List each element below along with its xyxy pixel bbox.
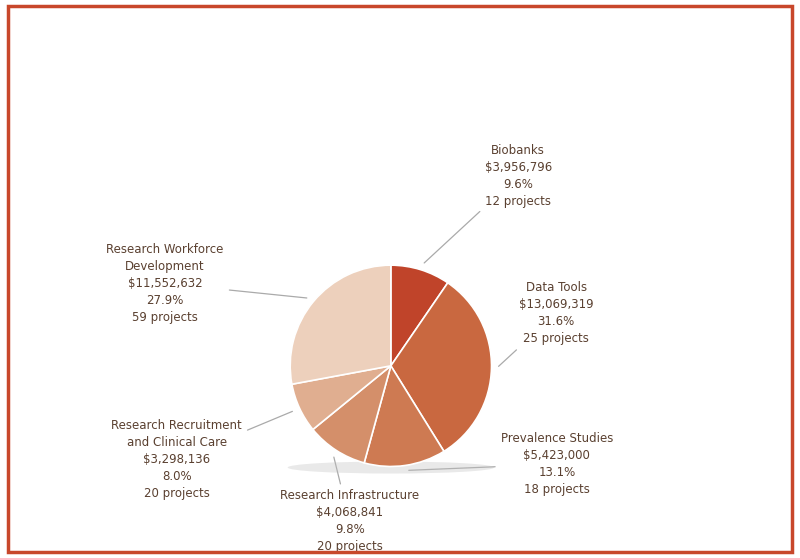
Text: Data Tools
$13,069,319
31.6%
25 projects: Data Tools $13,069,319 31.6% 25 projects (498, 281, 594, 367)
Ellipse shape (288, 461, 494, 474)
Text: Research Recruitment
and Clinical Care
$3,298,136
8.0%
20 projects: Research Recruitment and Clinical Care $… (111, 411, 293, 500)
Wedge shape (290, 265, 391, 384)
Wedge shape (364, 366, 444, 466)
Text: Biobanks
$3,956,796
9.6%
12 projects: Biobanks $3,956,796 9.6% 12 projects (424, 144, 552, 263)
Wedge shape (391, 283, 491, 451)
Wedge shape (391, 265, 448, 366)
Text: Research Workforce
Development
$11,552,632
27.9%
59 projects: Research Workforce Development $11,552,6… (106, 243, 307, 324)
Text: 2019: 2019 (371, 25, 429, 45)
Text: Question 7: Infrastructure and Prevalence: Question 7: Infrastructure and Prevalenc… (202, 58, 598, 76)
Text: Prevalence Studies
$5,423,000
13.1%
18 projects: Prevalence Studies $5,423,000 13.1% 18 p… (409, 432, 613, 496)
Wedge shape (292, 366, 391, 430)
Text: Research Infrastructure
$4,068,841
9.8%
20 projects: Research Infrastructure $4,068,841 9.8% … (280, 457, 419, 554)
Text: Funding by Subcategory: Funding by Subcategory (316, 91, 484, 105)
Wedge shape (313, 366, 391, 463)
